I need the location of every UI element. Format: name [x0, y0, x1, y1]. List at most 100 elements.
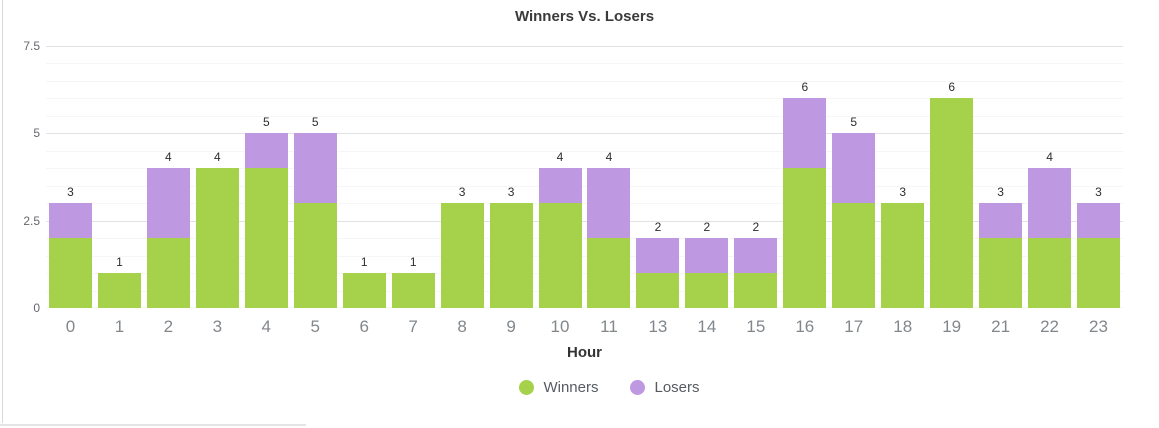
losers-swatch-icon [630, 379, 646, 395]
x-tick-label-6: 6 [359, 317, 369, 336]
bar-total-label-hour-17: 5 [850, 115, 858, 130]
bar-winners-hour-14[interactable] [685, 273, 729, 308]
x-tick-label-5: 5 [310, 317, 320, 336]
bar-total-label-hour-3: 4 [213, 150, 221, 165]
x-tick-label-11: 11 [600, 317, 618, 336]
bar-losers-hour-16[interactable] [783, 98, 827, 169]
bar-losers-hour-15[interactable] [734, 238, 778, 274]
bar-total-label-hour-23: 3 [1095, 185, 1102, 200]
bar-winners-hour-9[interactable] [489, 203, 533, 308]
x-tick-label-10: 10 [550, 317, 570, 336]
bar-total-label-hour-4: 5 [262, 115, 270, 130]
bar-losers-hour-22[interactable] [1028, 168, 1072, 239]
bar-total-label-hour-8: 3 [458, 185, 466, 200]
bar-losers-hour-4[interactable] [244, 133, 288, 169]
bar-winners-hour-22[interactable] [1028, 238, 1072, 308]
y-tick-label-2.5: 2.5 [23, 213, 40, 228]
x-tick-label-7: 7 [408, 317, 418, 336]
minor-gridline [46, 185, 1123, 187]
bar-total-label-hour-14: 2 [703, 220, 711, 235]
major-gridline [46, 46, 1123, 47]
bar-total-label-hour-15: 2 [752, 220, 760, 235]
x-tick-label-16: 16 [795, 317, 815, 336]
x-tick-label-13: 13 [648, 317, 668, 336]
bar-total-label-hour-0: 3 [67, 185, 74, 200]
bar-total-label-hour-1: 1 [116, 255, 123, 270]
bar-winners-hour-7[interactable] [391, 273, 435, 308]
bar-losers-hour-23[interactable] [1077, 203, 1121, 239]
major-gridline [46, 220, 1123, 222]
plot-area: 3 1 4 4 5 5 1 1 3 3 4 4 2 2 2 6 5 3 6 3 4 3 [46, 46, 1123, 308]
x-tick-label-3: 3 [212, 317, 223, 336]
bar-total-label-hour-19: 6 [948, 80, 955, 95]
bar-total-label-hour-18: 3 [899, 185, 907, 200]
bar-total-label-hour-9: 3 [507, 185, 515, 200]
bar-total-label-hour-10: 4 [556, 150, 564, 165]
bar-losers-hour-21[interactable] [979, 203, 1023, 239]
x-tick-label-21: 21 [991, 317, 1011, 336]
x-tick-label-1: 1 [114, 317, 125, 336]
bar-losers-hour-0[interactable] [48, 203, 92, 239]
bar-winners-hour-16[interactable] [783, 168, 827, 308]
bar-winners-hour-3[interactable] [195, 168, 239, 308]
minor-gridline [46, 115, 1123, 117]
panel-bottom-border [0, 424, 306, 426]
x-axis-tick-labels: 0 1 2 3 4 5 6 7 8 9 10 11 13 14 15 16 17 18 19 21 22 23 [46, 316, 1123, 338]
x-axis-title: Hour [567, 344, 602, 361]
minor-gridline [46, 273, 1123, 275]
x-tick-label-2: 2 [163, 317, 174, 336]
bar-total-label-hour-22: 4 [1046, 150, 1053, 165]
minor-gridline [46, 98, 1123, 100]
bar-winners-hour-19[interactable] [930, 98, 974, 308]
minor-gridline [46, 63, 1123, 65]
bar-losers-hour-5[interactable] [293, 133, 337, 204]
x-tick-label-0: 0 [65, 317, 76, 336]
bar-winners-hour-23[interactable] [1077, 238, 1121, 308]
legend-item-winners[interactable]: Winners [519, 379, 598, 396]
x-tick-label-14: 14 [697, 317, 717, 336]
bar-total-label-hour-13: 2 [654, 220, 662, 235]
x-tick-label-4: 4 [261, 317, 272, 336]
bar-winners-hour-18[interactable] [881, 203, 925, 308]
bar-total-label-hour-11: 4 [605, 150, 613, 165]
x-tick-label-8: 8 [457, 317, 467, 336]
bar-winners-hour-21[interactable] [979, 238, 1023, 308]
minor-gridline [46, 150, 1123, 152]
bar-winners-hour-6[interactable] [342, 273, 386, 308]
bar-losers-hour-2[interactable] [146, 168, 190, 239]
bar-losers-hour-13[interactable] [636, 238, 680, 274]
bar-winners-hour-10[interactable] [538, 203, 582, 308]
bar-winners-hour-11[interactable] [587, 238, 631, 308]
minor-gridline [46, 255, 1123, 257]
bar-winners-hour-8[interactable] [440, 203, 484, 308]
bar-winners-hour-0[interactable] [48, 238, 92, 308]
minor-gridline [46, 80, 1123, 82]
bar-winners-hour-5[interactable] [293, 203, 337, 308]
y-tick-label-5: 5 [33, 126, 40, 141]
x-tick-label-9: 9 [506, 317, 516, 336]
bar-total-label-hour-7: 1 [409, 255, 417, 270]
bar-losers-hour-14[interactable] [685, 238, 729, 274]
bar-total-label-hour-16: 6 [801, 80, 809, 95]
bar-winners-hour-1[interactable] [97, 273, 141, 308]
legend-item-losers[interactable]: Losers [630, 379, 700, 396]
bar-total-label-hour-6: 1 [360, 255, 368, 270]
bar-winners-hour-17[interactable] [832, 203, 876, 308]
bar-winners-hour-2[interactable] [146, 238, 190, 308]
major-gridline [46, 307, 1123, 308]
chart-legend: Winners Losers [46, 377, 1123, 397]
x-tick-label-17: 17 [844, 317, 864, 336]
bar-winners-hour-13[interactable] [636, 273, 680, 308]
legend-label-winners: Winners [543, 378, 599, 396]
minor-gridline [46, 168, 1123, 170]
bar-winners-hour-4[interactable] [244, 168, 288, 308]
bar-losers-hour-10[interactable] [538, 168, 582, 204]
bar-winners-hour-15[interactable] [734, 273, 778, 308]
bar-total-label-hour-2: 4 [165, 150, 172, 165]
bar-losers-hour-11[interactable] [587, 168, 631, 239]
minor-gridline [46, 290, 1123, 292]
y-tick-label-0: 0 [33, 301, 40, 315]
bar-losers-hour-17[interactable] [832, 133, 876, 204]
x-tick-label-22: 22 [1040, 317, 1060, 336]
